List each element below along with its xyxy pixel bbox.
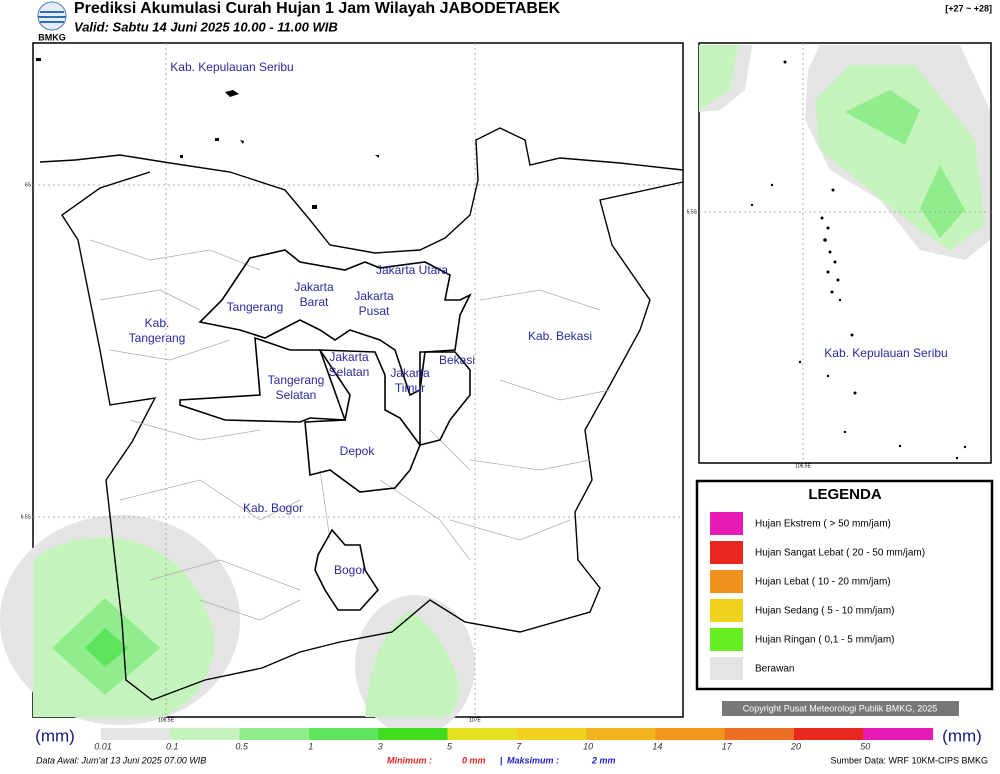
region-label: Jakarta Utara [376,263,448,277]
inset-lat-label: 5.5S [687,209,698,215]
colorbar-tick: 20 [790,741,801,751]
separator: | [500,755,503,765]
copyright-box [722,701,959,716]
colorbar-tick: 17 [722,741,733,751]
region-label: Selatan [329,365,370,379]
legend-label: Hujan Ekstrem ( > 50 mm/jam) [755,519,891,530]
colorbar-tick: 10 [583,741,593,751]
region-label: Kab. Bekasi [528,329,592,343]
region-label: Jakarta [294,280,334,294]
legend-swatch [710,599,743,622]
logo: BMKG [37,1,67,42]
legend: LEGENDA Hujan Ekstrem ( > 50 mm/jam) Huja… [695,479,994,691]
source: Sumber Data: WRF 10KM-CIPS BMKG [830,755,988,765]
legend-swatch [710,570,743,593]
lat-label: 6.5S [21,514,32,520]
region-label: Jakarta [354,289,394,303]
lon-label: 106.5E [158,717,175,723]
colorbar-tick: 1 [308,741,313,751]
colorbar-segment [516,728,587,740]
colorbar-segment [308,728,379,740]
max-value: 2 mm [591,755,616,765]
colorbar-tick: 0.1 [166,741,179,751]
colorbar-segment [170,728,241,740]
colorbar-segment [586,728,656,740]
region-label: Selatan [276,388,317,402]
logo-text: BMKG [38,32,66,42]
legend-label: Berawan [755,664,794,675]
colorbar-segment [447,728,518,740]
region-label: Kab. Bogor [243,501,303,515]
colorbar-tick: 0.5 [235,741,249,751]
colorbar-segment [378,728,448,740]
legend-label: Hujan Lebat ( 10 - 20 mm/jam) [755,577,891,588]
region-label: Tangerang [227,300,284,314]
colorbar-unit-right: (mm) [942,726,982,745]
colorbar-tick: 14 [652,741,662,751]
legend-label: Hujan Sangat Lebat ( 20 - 50 mm/jam) [755,548,925,559]
colorbar-segment [655,728,726,740]
colorbar-tick: 3 [378,741,383,751]
title: Prediksi Akumulasi Curah Hujan 1 Jam Wil… [74,0,561,17]
inset-lon-label: 106.5E [795,463,812,469]
colorbar-tick: 5 [447,741,453,751]
region-label: Pusat [359,304,390,318]
copyright: Copyright Pusat Meteorologi Publik BMKG,… [743,703,938,713]
region-label: Depok [340,444,376,458]
region-label: Tangerang [129,331,186,345]
colorbar-tick: 7 [516,741,522,751]
lat-label: 6S [25,182,32,188]
colorbar: 0.01 0.1 0.5 1 3 5 7 10 14 17 20 50 [94,728,934,751]
region-label: Jakarta [390,366,430,380]
valid-time: Valid: Sabtu 14 Juni 2025 10.00 - 11.00 … [74,19,338,34]
colorbar-unit-left: (mm) [35,726,75,745]
region-label: Bogor [334,563,366,577]
legend-label: Hujan Ringan ( 0,1 - 5 mm/jam) [755,635,895,646]
data-awal: Data Awal: Jum'at 13 Juni 2025 07.00 WIB [36,755,206,765]
region-label: Jakarta [329,350,369,364]
legend-swatch [710,628,743,651]
region-label: Kab. [145,316,170,330]
region-label: Timur [395,381,425,395]
colorbar-segment [101,728,171,740]
inset-map: Kab. Kepulauan Seribu 5.5S 106.5E [687,42,992,469]
legend-label: Hujan Sedang ( 5 - 10 mm/jam) [755,606,895,617]
min-value: 0 mm [462,755,486,765]
main-map [0,42,684,735]
lon-label: 107E [469,717,481,723]
region-label: Tangerang [268,373,325,387]
region-label: Bekasi [439,353,475,367]
colorbar-tick: 0.01 [94,741,112,751]
region-label: Barat [300,295,329,309]
colorbar-segment [724,728,795,740]
colorbar-segment [239,728,310,740]
legend-title: LEGENDA [808,486,882,503]
colorbar-tick: 50 [860,741,870,751]
legend-swatch [710,541,743,564]
legend-swatch [710,657,743,680]
time-range: [+27 ~ +28] [945,3,992,13]
legend-swatch [710,512,743,535]
colorbar-segment [794,728,864,740]
max-label: Maksimum : [507,755,559,765]
region-label: Kab. Kepulauan Seribu [170,60,293,74]
min-label: Minimum : [387,755,432,765]
inset-label: Kab. Kepulauan Seribu [824,346,947,360]
colorbar-segment [863,728,934,740]
